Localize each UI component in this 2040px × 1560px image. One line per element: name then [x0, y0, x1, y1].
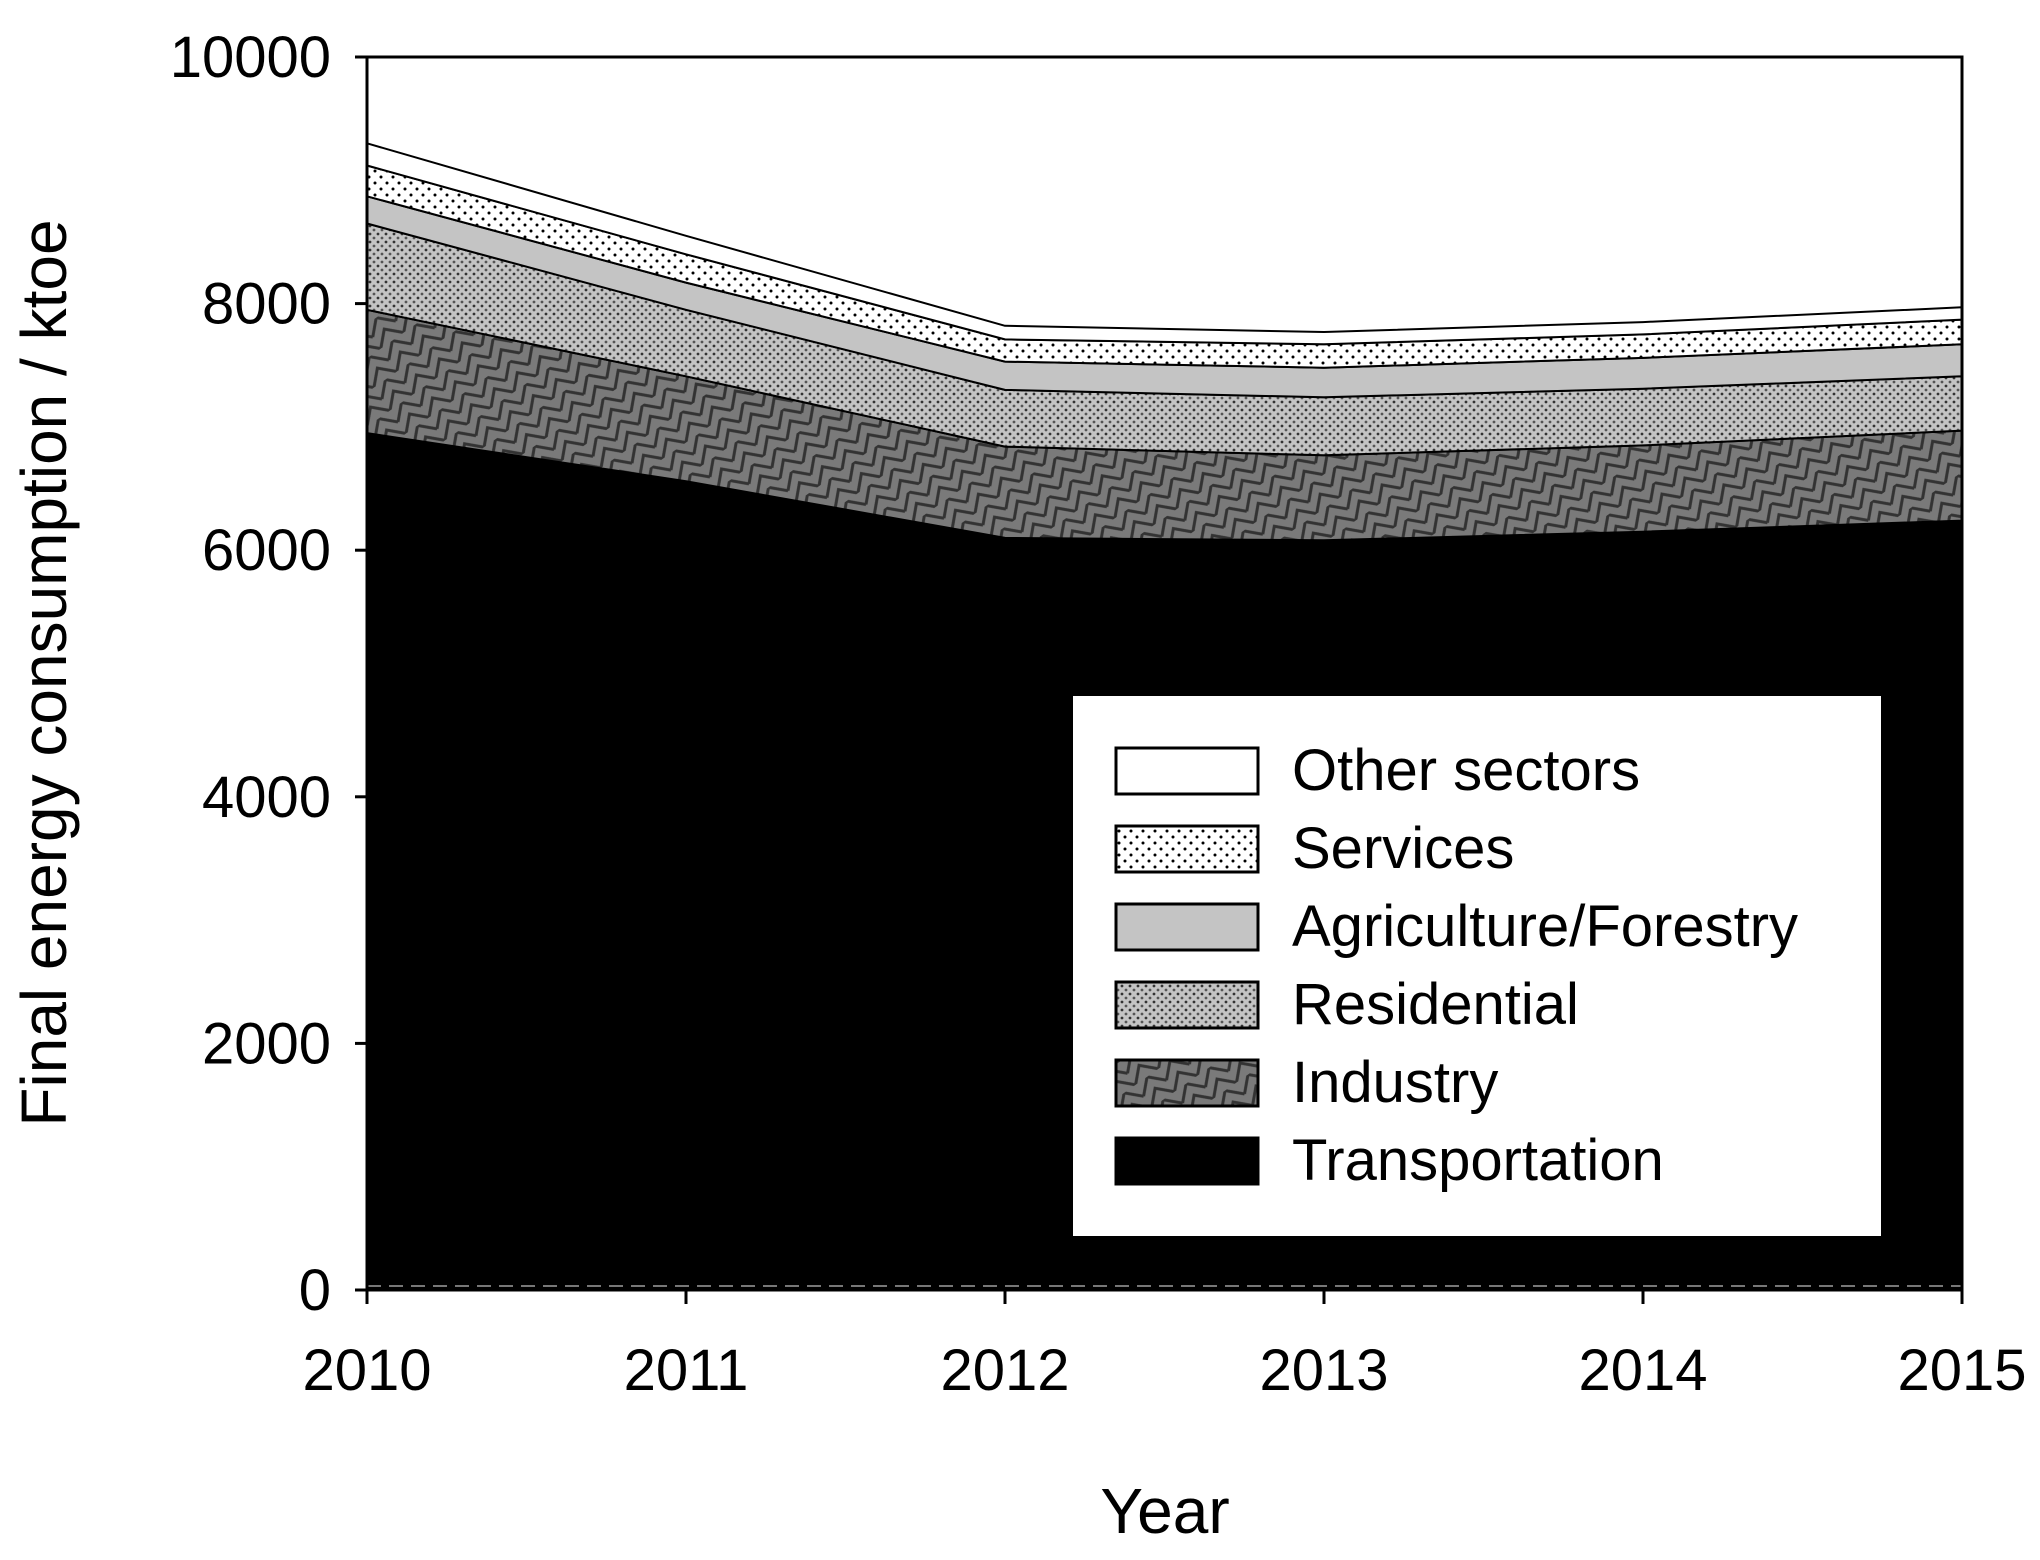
y-axis: 0 2000 4000 6000 8000 10000 — [170, 25, 367, 1323]
y-tick-label: 8000 — [202, 272, 331, 337]
legend-label-other-sectors: Other sectors — [1292, 738, 1640, 803]
x-axis: 2010 2011 2012 2013 2014 2015 — [302, 1290, 2027, 1403]
legend-label-services: Services — [1292, 816, 1514, 881]
x-tick-label: 2011 — [624, 1338, 749, 1403]
x-tick-label: 2015 — [1897, 1338, 2026, 1403]
legend-swatch-other-sectors — [1114, 746, 1260, 796]
legend-swatch-residential — [1114, 980, 1260, 1030]
x-axis-title: Year — [1100, 1475, 1229, 1547]
plot-frame — [365, 55, 1964, 1292]
x-tick-label: 2012 — [940, 1338, 1069, 1403]
legend-swatch-services — [1114, 824, 1260, 874]
legend: Other sectors Services Agriculture/Forestr… — [1073, 696, 1881, 1236]
y-tick-label: 2000 — [202, 1011, 331, 1076]
legend-swatch-agriculture-forestry — [1114, 902, 1260, 952]
legend-swatch-industry — [1114, 1058, 1260, 1108]
y-tick-label: 0 — [299, 1258, 331, 1323]
y-tick-label: 4000 — [202, 765, 331, 830]
legend-label-industry: Industry — [1292, 1050, 1498, 1115]
legend-label-agriculture-forestry: Agriculture/Forestry — [1292, 894, 1798, 959]
x-tick-label: 2010 — [302, 1338, 431, 1403]
y-tick-label: 6000 — [202, 518, 331, 583]
y-axis-title: Final energy consumption / ktoe — [8, 219, 80, 1126]
legend-swatch-transportation — [1114, 1136, 1260, 1186]
y-tick-label: 10000 — [170, 25, 331, 90]
legend-label-transportation: Transportation — [1292, 1128, 1664, 1193]
x-tick-label: 2014 — [1578, 1338, 1707, 1403]
x-tick-label: 2013 — [1259, 1338, 1388, 1403]
legend-label-residential: Residential — [1292, 972, 1579, 1037]
